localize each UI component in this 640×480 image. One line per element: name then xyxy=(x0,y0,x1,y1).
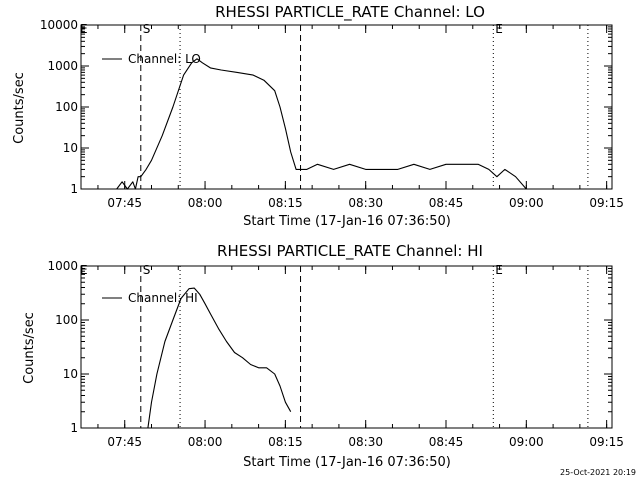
x-tick-label: 07:45 xyxy=(107,196,142,210)
series-line xyxy=(147,287,292,429)
plot-frame xyxy=(80,24,613,190)
x-tick-label: 09:15 xyxy=(589,196,624,210)
plot-border xyxy=(80,24,613,190)
x-tick-label: 08:15 xyxy=(268,435,303,449)
x-tick-label: 09:00 xyxy=(509,435,544,449)
chart-panel-lo: RHESSI PARTICLE_RATE Channel: LO Start T… xyxy=(12,3,624,229)
legend-entry: Channel: HI xyxy=(128,291,198,305)
series-layer xyxy=(147,287,292,429)
y-axis-label: Counts/sec xyxy=(22,312,37,384)
y-axis-label: Counts/sec xyxy=(12,72,27,144)
y-tick-label: 1000 xyxy=(47,259,78,273)
y-tick-label: 1000 xyxy=(47,59,78,73)
series-layer xyxy=(86,58,586,190)
event-label: S xyxy=(143,22,151,36)
x-tick-label: 08:45 xyxy=(429,435,464,449)
x-tick-label: 07:45 xyxy=(107,435,142,449)
event-label: S xyxy=(143,263,151,277)
legend: Channel: HI xyxy=(102,291,198,305)
y-tick-label: 10 xyxy=(63,141,78,155)
x-tick-label: 08:00 xyxy=(188,435,223,449)
x-axis-label: Start Time (17-Jan-16 07:36:50) xyxy=(243,214,451,229)
y-axis: 1 10 100 1000 xyxy=(47,259,612,435)
edge-marker-label: E xyxy=(80,22,88,36)
chart-panel-hi: RHESSI PARTICLE_RATE Channel: HI Start T… xyxy=(22,242,624,470)
legend-entry: Channel: LO xyxy=(128,52,201,66)
footer-timestamp: 25-Oct-2021 20:19 xyxy=(560,468,636,477)
edge-marker-label: E xyxy=(80,263,88,277)
y-tick-label: 1 xyxy=(70,421,78,435)
x-axis-label: Start Time (17-Jan-16 07:36:50) xyxy=(243,455,451,470)
x-tick-label: 08:30 xyxy=(348,435,383,449)
x-axis: 07:45 08:00 08:15 08:30 08:45 09:00 09:15 xyxy=(97,25,624,210)
x-axis: 07:45 08:00 08:15 08:30 08:45 09:00 09:15 xyxy=(97,266,624,449)
edge-markers: E xyxy=(80,22,88,36)
edge-markers: E xyxy=(80,263,88,277)
x-tick-label: 08:30 xyxy=(348,196,383,210)
plot-border xyxy=(80,265,613,429)
event-label: E xyxy=(495,263,503,277)
x-tick-label: 09:15 xyxy=(589,435,624,449)
x-tick-label: 08:00 xyxy=(188,196,223,210)
y-tick-label: 1 xyxy=(70,182,78,196)
y-tick-label: 10 xyxy=(63,367,78,381)
plot-frame xyxy=(80,265,613,429)
x-tick-label: 08:45 xyxy=(429,196,464,210)
legend: Channel: LO xyxy=(102,52,201,66)
x-tick-label: 08:15 xyxy=(268,196,303,210)
y-axis: 1 10 100 1000 10000 xyxy=(40,18,612,196)
y-tick-label: 10000 xyxy=(40,18,78,32)
chart-title: RHESSI PARTICLE_RATE Channel: HI xyxy=(217,242,483,261)
series-line xyxy=(86,58,586,190)
y-tick-label: 100 xyxy=(55,100,78,114)
chart-title: RHESSI PARTICLE_RATE Channel: LO xyxy=(215,3,485,22)
y-tick-label: 100 xyxy=(55,313,78,327)
event-label: E xyxy=(495,22,503,36)
x-tick-label: 09:00 xyxy=(509,196,544,210)
